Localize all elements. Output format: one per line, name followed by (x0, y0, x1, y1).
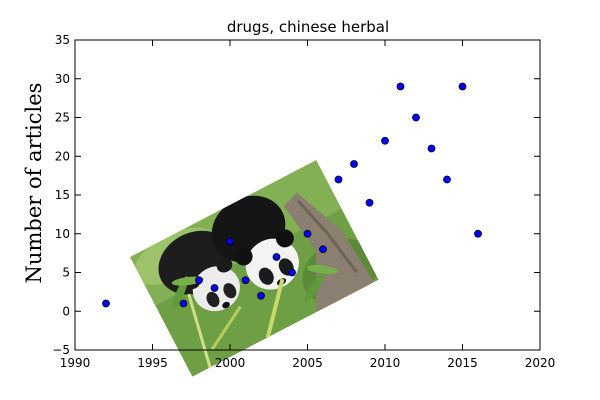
data-point (319, 245, 327, 254)
x-tick-label: 2000 (215, 356, 246, 370)
data-point (443, 175, 451, 184)
y-axis-label: Number of articles (22, 83, 46, 284)
data-point (303, 229, 312, 238)
y-tick-label: 20 (55, 149, 70, 163)
data-point (427, 144, 436, 153)
data-point (365, 198, 374, 207)
y-tick-label: 0 (62, 304, 70, 318)
data-point (474, 229, 482, 238)
y-tick-label: 10 (55, 227, 70, 241)
data-point (334, 175, 343, 184)
data-point (179, 299, 188, 308)
data-points (102, 82, 482, 308)
y-tick-label: −5 (52, 343, 70, 357)
data-point (257, 291, 265, 300)
data-point (210, 284, 219, 292)
x-axis: 1990 1995 2000 2005 2010 2015 2020 (60, 40, 556, 370)
data-point (396, 82, 405, 91)
data-point (458, 82, 467, 91)
data-point (241, 276, 250, 285)
y-tick-label: 5 (62, 266, 70, 280)
data-point (412, 113, 420, 122)
data-point (288, 268, 296, 277)
chart-title: drugs, chinese herbal (227, 18, 389, 36)
y-tick-label: 15 (55, 188, 70, 202)
data-point (381, 136, 389, 145)
x-tick-label: 2015 (447, 356, 478, 370)
data-point (195, 276, 203, 285)
x-tick-label: 2020 (525, 356, 556, 370)
y-tick-label: 30 (55, 72, 70, 86)
x-tick-label: 2010 (370, 356, 401, 370)
x-tick-label: 1995 (137, 356, 168, 370)
x-tick-label: 2005 (292, 356, 323, 370)
x-tick-label: 1990 (60, 356, 91, 370)
data-point (272, 253, 281, 261)
data-point (350, 160, 358, 168)
y-tick-label: 35 (55, 33, 70, 47)
panda-photo (130, 160, 379, 377)
data-point (226, 237, 234, 246)
data-point (102, 299, 110, 308)
y-tick-label: 25 (55, 111, 70, 125)
y-axis: −5 0 5 10 15 20 25 30 35 (52, 33, 540, 357)
